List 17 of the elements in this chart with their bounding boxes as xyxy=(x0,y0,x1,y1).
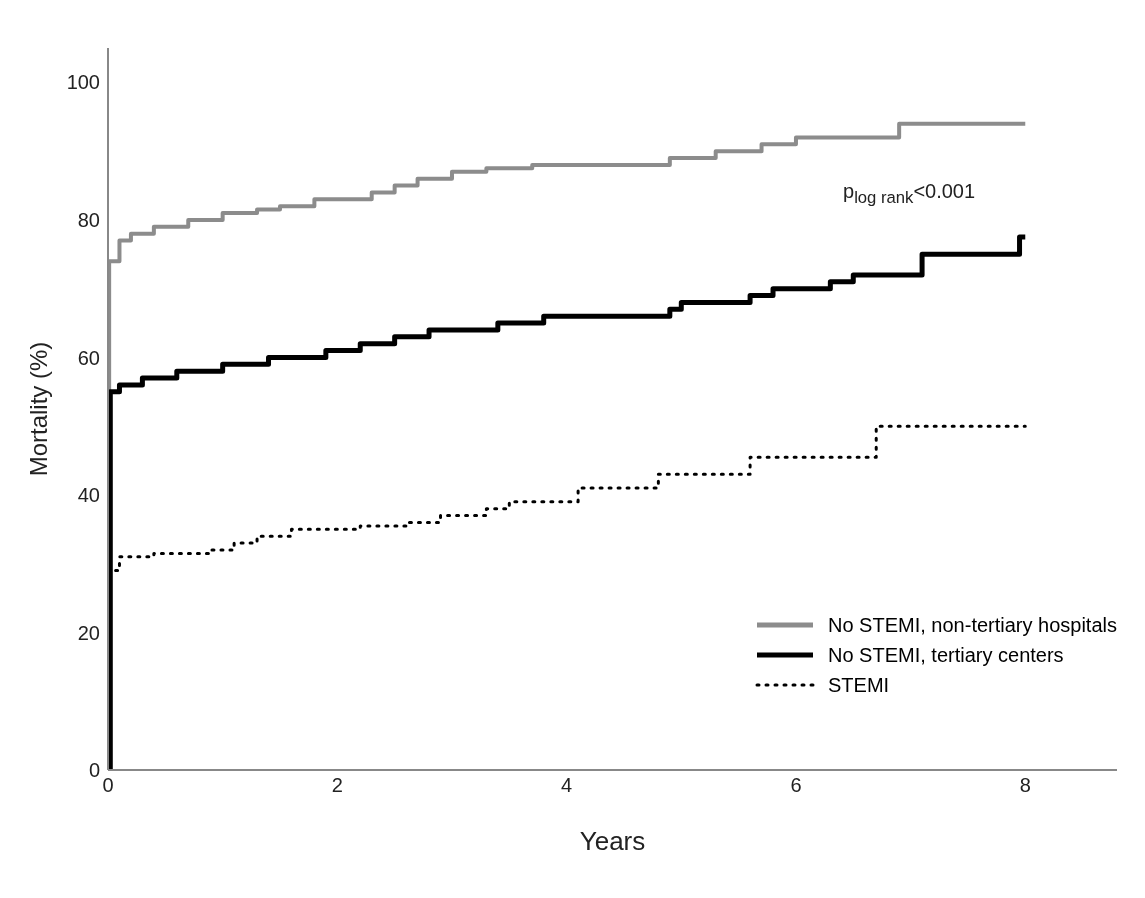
y-tick-label: 80 xyxy=(77,209,100,231)
annotation: p$_{log rank}$<0.001 xyxy=(843,180,976,208)
x-tick-label: 8 xyxy=(1019,774,1031,797)
legend-label: STEMI xyxy=(828,673,890,697)
x-tick-label: 6 xyxy=(790,774,802,797)
x-tick-label: 0 xyxy=(102,774,114,797)
legend-label: No STEMI, tertiary centers xyxy=(828,643,1064,667)
y-axis-title: Mortality (%) xyxy=(24,341,52,477)
x-axis-title: Years xyxy=(579,826,646,856)
x-tick-label: 2 xyxy=(331,774,343,797)
y-tick-label: 0 xyxy=(88,759,100,782)
x-tick-label: 4 xyxy=(561,774,573,797)
y-tick-label: 100 xyxy=(66,71,100,94)
y-tick-label: 60 xyxy=(77,346,100,369)
y-tick-label: 20 xyxy=(77,621,100,644)
legend-label: No STEMI, non-tertiary hospitals xyxy=(828,613,1117,637)
y-tick-label: 40 xyxy=(77,484,100,507)
